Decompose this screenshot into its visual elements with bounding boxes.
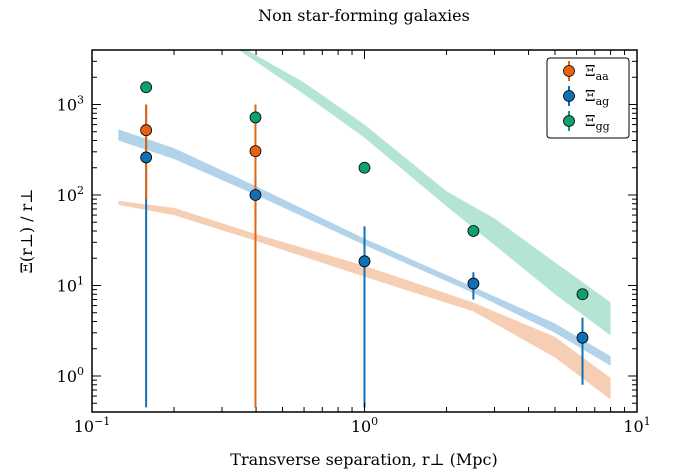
legend-marker-aa — [563, 65, 575, 77]
point-aa-1 — [249, 145, 262, 158]
axis-ticks — [91, 49, 638, 413]
point-gg-4 — [576, 288, 589, 301]
model-band-ag — [118, 129, 611, 366]
legend-marker-ag — [563, 90, 575, 102]
point-aa-0 — [140, 124, 153, 137]
y-tick-label: 103 — [57, 93, 84, 114]
point-ag-0 — [140, 151, 153, 164]
legend: Ξaa Ξag Ξgg — [546, 57, 630, 139]
point-ag-3 — [467, 277, 480, 290]
legend-label-ag: Ξag — [585, 87, 609, 108]
data-points — [140, 81, 589, 344]
point-gg-0 — [140, 81, 153, 94]
model-bands — [118, 50, 611, 400]
legend-label-gg: Ξgg — [585, 112, 610, 133]
point-ag-4 — [576, 331, 589, 344]
point-gg-1 — [249, 111, 262, 124]
x-tick-label: 10−1 — [74, 415, 111, 436]
legend-marker-gg — [563, 115, 575, 127]
point-ag-1 — [249, 189, 262, 201]
x-tick-label: 100 — [351, 415, 378, 436]
chart-title: Non star-forming galaxies — [258, 6, 470, 25]
model-band-gg — [236, 50, 611, 336]
y-tick-label: 102 — [57, 184, 84, 205]
x-axis-label: Transverse separation, r⊥ (Mpc) — [230, 450, 497, 469]
point-gg-3 — [467, 225, 480, 237]
x-tick-label: 101 — [623, 415, 650, 436]
point-ag-2 — [358, 255, 371, 268]
y-axis-label: Ξ(r⊥) / r⊥ — [17, 189, 36, 274]
tick-labels: 10−1 100 101 100 101 102 103 — [57, 93, 651, 436]
y-tick-label: 101 — [57, 274, 84, 295]
y-tick-label: 100 — [57, 365, 84, 386]
legend-label-aa: Ξaa — [585, 62, 609, 83]
point-gg-2 — [358, 161, 371, 174]
